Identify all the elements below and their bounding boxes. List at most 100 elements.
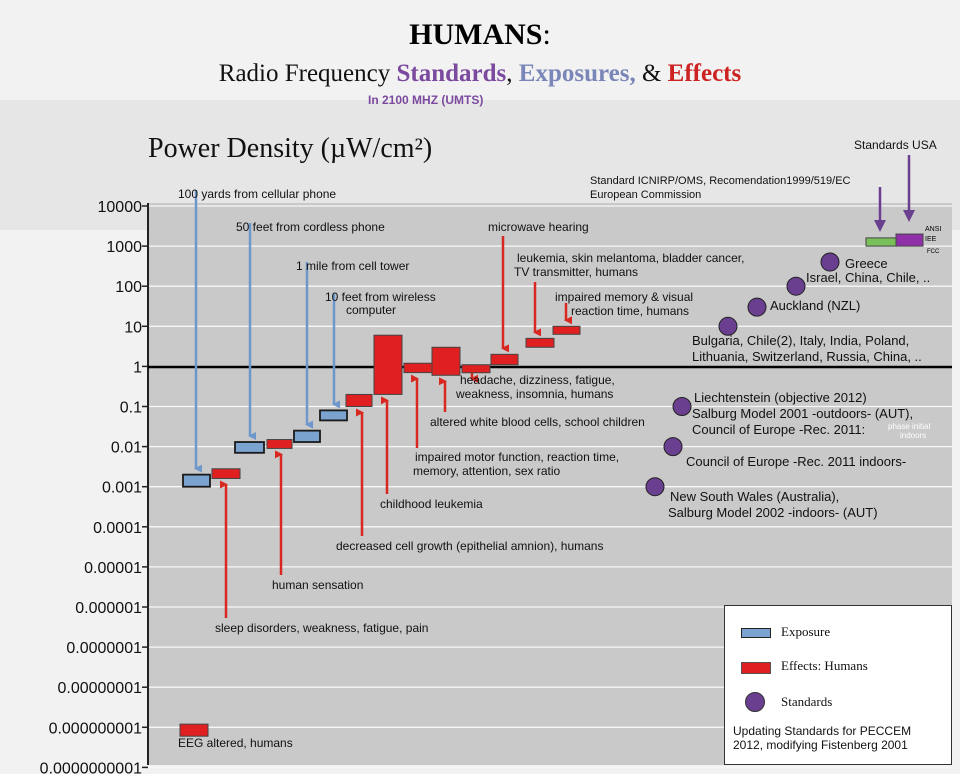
label-exposure-cordless: 50 feet from cordless phone	[236, 220, 385, 234]
effect-bar	[266, 439, 293, 449]
label-liechtenstein-1: Liechtenstein (objective 2012)	[694, 390, 867, 405]
chart-subtitle: Radio Frequency Standards, Exposures, & …	[0, 60, 960, 88]
label-council-europe: Council of Europe -Rec. 2011 indoors-	[686, 454, 907, 469]
label-effect-cell-growth: decreased cell growth (epithelial amnion…	[336, 539, 604, 553]
effect-bar	[403, 362, 433, 374]
standard-usa-bar	[895, 233, 924, 247]
y-tick-label: 0.1	[120, 400, 142, 417]
subtitle-comma: ,	[506, 60, 513, 87]
y-tick-label: 0.000001	[75, 600, 142, 617]
label-bulgaria-1: Bulgaria, Chile(2), Italy, India, Poland…	[692, 333, 910, 348]
y-tick-labels: 10000 1000 100 10 1 0.1 0.01 0.001 0.0001 0.00001…	[40, 199, 142, 774]
subtitle-effects: Effects	[667, 60, 742, 87]
legend-effects-label: Effects: Humans	[781, 658, 868, 673]
exposure-bar	[319, 409, 348, 422]
label-fcc: FCC	[927, 249, 940, 255]
y-tick-label: 1000	[106, 239, 142, 256]
y-tick-label: 0.0001	[93, 520, 142, 537]
y-tick-label: 0.0000001	[66, 640, 142, 657]
label-effect-memory-1: impaired memory & visual	[555, 290, 694, 304]
legend: Exposure Effects: Humans Standards Updat…	[724, 605, 952, 765]
standard-points	[645, 252, 840, 497]
label-effect-eeg: EEG altered, humans	[178, 736, 293, 750]
label-effect-wbc: altered white blood cells, school childr…	[430, 415, 645, 429]
legend-effect-swatch	[741, 662, 771, 674]
y-tick-label: 1	[133, 359, 142, 376]
label-standard-icnirp-1: Standard ICNIRP/OMS, Recomendation1999/5…	[590, 175, 851, 187]
title-main: HUMANS	[409, 18, 543, 51]
label-exposure-cellular: 100 yards from cellular phone	[178, 187, 337, 201]
usa-standards-bars	[865, 155, 924, 247]
label-phase-1: phase initial	[888, 422, 931, 431]
label-effect-cancer-1: leukemia, skin melantoma, bladder cancer…	[517, 251, 745, 265]
title-colon: :	[542, 18, 551, 51]
label-effect-headache-1: headache, dizziness, fatigue,	[460, 373, 615, 387]
y-tick-label: 100	[115, 279, 142, 296]
y-tick-marks	[142, 205, 148, 769]
chart-title: HUMANS:	[0, 18, 960, 52]
label-liechtenstein-3: Council of Europe -Rec. 2011:	[692, 422, 866, 437]
legend-standard-swatch	[745, 692, 765, 712]
effect-bar	[179, 723, 209, 737]
y-tick-label: 0.01	[111, 440, 142, 457]
label-effect-headache-2: weakness, insomnia, humans	[456, 387, 614, 401]
label-effect-microwave: microwave hearing	[488, 220, 589, 234]
arrows	[194, 190, 572, 618]
bars	[179, 325, 581, 737]
label-nsw-2: Salburg Model 2002 -indoors- (AUT)	[668, 505, 878, 520]
effect-bar	[431, 346, 461, 376]
label-standards-usa: Standards USA	[854, 138, 937, 152]
subtitle-standards: Standards	[396, 60, 507, 87]
effect-bar	[461, 364, 491, 374]
effect-bar	[345, 393, 373, 408]
standard-usa-arrowhead	[903, 210, 915, 222]
y-tick-label: 0.000000001	[49, 720, 143, 737]
label-auckland: Auckland (NZL)	[770, 298, 861, 313]
legend-footnote-1: Updating Standards for PECCEM	[733, 724, 912, 738]
standard-point	[663, 437, 683, 457]
label-exposure-cell-tower: 1 mile from cell tower	[296, 259, 410, 273]
standard-icnirp-arrowhead	[874, 220, 886, 232]
label-greece: Greece	[845, 256, 888, 271]
label-exposure-wireless-2: computer	[346, 303, 397, 317]
y-tick-label: 10000	[98, 199, 143, 216]
label-effect-childhood-leukemia: childhood leukemia	[380, 497, 483, 511]
label-effect-memory-2: reaction time, humans	[571, 304, 690, 318]
effect-bar	[525, 337, 555, 348]
standard-point	[718, 316, 738, 336]
y-tick-label: 0.00001	[84, 560, 142, 577]
standard-point	[645, 477, 665, 497]
subtitle-exposures: Exposures,	[518, 60, 636, 87]
label-ansi: ANSI	[925, 226, 942, 233]
y-tick-label: 0.0000000001	[40, 760, 142, 774]
label-israel: Israel, China, Chile, ..	[806, 270, 931, 285]
label-exposure-wireless-1: 10 feet from wireless	[325, 290, 436, 304]
label-effect-motor-2: memory, attention, sex ratio	[413, 464, 561, 478]
standard-point	[820, 252, 840, 272]
legend-exposure-label: Exposure	[781, 624, 831, 639]
subtitle-prefix: Radio Frequency	[218, 60, 391, 87]
effect-bar	[373, 334, 403, 395]
standard-point	[747, 297, 767, 317]
label-phase-2: indoors	[900, 431, 927, 440]
label-nsw-1: New South Wales (Australia),	[670, 489, 840, 504]
standard-point	[786, 276, 806, 296]
legend-footnote-2: 2012, modifying Fistenberg 2001	[733, 738, 908, 752]
label-effect-cancer-2: TV transmitter, humans	[514, 265, 639, 279]
y-axis-title: Power Density (µW/cm²)	[148, 133, 433, 164]
legend-exposure-swatch	[741, 628, 771, 638]
label-iee: IEE	[925, 236, 937, 243]
effect-bar	[490, 353, 519, 366]
label-liechtenstein-2: Salburg Model 2001 -outdoors- (AUT),	[692, 406, 914, 421]
label-standard-icnirp-2: European Commission	[590, 189, 702, 201]
standard-icnirp-bar	[865, 237, 897, 247]
standard-point	[672, 397, 692, 416]
exposure-bar	[234, 441, 265, 454]
effect-bar	[211, 468, 241, 480]
y-tick-label: 0.001	[102, 480, 142, 497]
effect-bar	[552, 325, 581, 335]
label-effect-motor-1: impaired motor function, reaction time,	[415, 450, 620, 464]
subtitle-amp: &	[641, 60, 662, 87]
legend-standards-label: Standards	[781, 694, 833, 709]
exposure-bar	[182, 473, 211, 488]
